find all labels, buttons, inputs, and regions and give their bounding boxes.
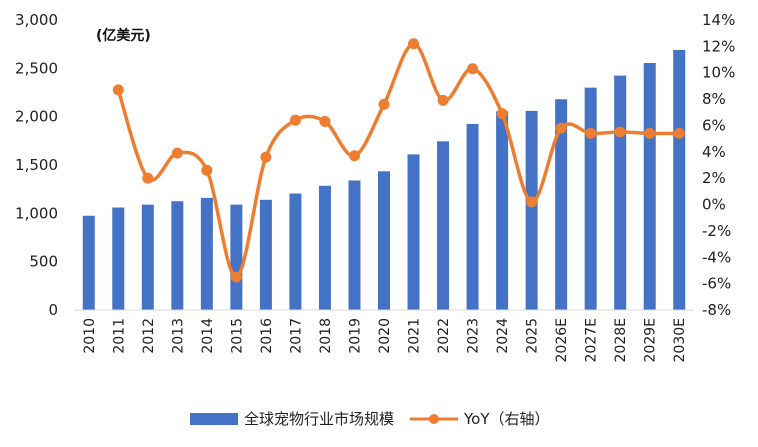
yoy-point — [437, 94, 449, 106]
yoy-point — [496, 108, 508, 120]
unit-label: (亿美元) — [96, 27, 151, 44]
bar — [466, 123, 479, 311]
left-tick-label: 2,500 — [15, 59, 58, 77]
bar — [259, 199, 272, 310]
x-tick-label: 2017 — [288, 318, 304, 354]
x-tick-label: 2025 — [525, 318, 541, 354]
left-tick-label: 0 — [48, 301, 58, 319]
x-tick-label: 2010 — [82, 318, 98, 354]
legend-bar-label: 全球宠物行业市场规模 — [244, 410, 394, 428]
bar — [318, 185, 331, 310]
x-tick-label: 2022 — [436, 318, 452, 354]
bar — [673, 49, 686, 310]
yoy-line — [116, 41, 680, 279]
plot-area — [74, 38, 694, 311]
yoy-point — [201, 164, 213, 176]
bar — [614, 75, 627, 310]
bar — [378, 171, 390, 310]
x-tick-label: 2018 — [318, 318, 334, 354]
x-tick-label: 2014 — [200, 318, 216, 354]
bar — [200, 197, 213, 310]
right-tick-label: -4% — [702, 248, 731, 266]
x-tick-label: 2023 — [466, 318, 482, 354]
yoy-point — [614, 126, 626, 138]
legend-bar-swatch — [190, 413, 238, 425]
yoy-point — [673, 127, 685, 139]
x-tick-label: 2015 — [229, 318, 245, 354]
legend-line-label: YoY（右轴） — [463, 410, 550, 428]
bar — [643, 63, 656, 311]
bar — [112, 207, 125, 310]
legend-line-marker — [429, 414, 439, 424]
bar — [82, 215, 95, 310]
left-tick-label: 1,000 — [15, 204, 58, 222]
x-tick-label: 2020 — [377, 318, 393, 354]
right-tick-label: -2% — [702, 222, 731, 240]
yoy-point — [555, 122, 567, 134]
right-tick-label: 14% — [702, 11, 735, 29]
right-tick-label: 12% — [702, 37, 735, 55]
x-tick-label: 2012 — [141, 318, 157, 354]
bar — [230, 204, 243, 310]
x-axis: 2010 2011 2012 2013 2014 2015 2016 2017 2018 2019… — [82, 318, 688, 363]
bar — [289, 193, 302, 310]
yoy-point — [644, 127, 656, 139]
x-tick-label: 2026E — [554, 318, 570, 362]
right-tick-label: -6% — [702, 275, 731, 293]
bar — [348, 180, 361, 310]
right-tick-label: 2% — [702, 169, 726, 187]
yoy-point — [142, 172, 154, 184]
yoy-point — [348, 150, 360, 162]
yoy-point — [408, 38, 420, 50]
bar — [407, 154, 420, 310]
bar — [141, 204, 154, 310]
bar — [584, 87, 597, 311]
x-tick-label: 2028E — [613, 318, 629, 362]
yoy-point — [289, 114, 301, 126]
x-tick-label: 2021 — [407, 318, 423, 354]
right-tick-label: 4% — [702, 143, 726, 161]
yoy-point — [526, 196, 538, 208]
left-tick-label: 2,000 — [15, 108, 58, 126]
left-tick-label: 500 — [29, 253, 58, 271]
yoy-point — [378, 98, 390, 110]
right-axis: -8% -6% -4% -2% 0% 2% 4% 6% 8% 10% 12% 14% — [702, 11, 735, 319]
yoy-point — [171, 147, 183, 159]
x-tick-label: 2013 — [170, 318, 186, 354]
right-tick-label: 0% — [702, 196, 726, 214]
x-tick-label: 2030E — [672, 318, 688, 362]
left-tick-label: 3,000 — [15, 11, 58, 29]
yoy-point — [260, 151, 272, 163]
bar — [555, 99, 568, 311]
yoy-point — [230, 271, 242, 283]
right-tick-label: 6% — [702, 116, 726, 134]
yoy-point — [467, 63, 479, 75]
x-tick-label: 2011 — [111, 318, 127, 354]
right-tick-label: 8% — [702, 90, 726, 108]
right-tick-label: -8% — [702, 301, 731, 319]
x-tick-label: 2029E — [643, 318, 659, 362]
left-tick-label: 1,500 — [15, 156, 58, 174]
bar — [496, 111, 509, 310]
legend: 全球宠物行业市场规模 YoY（右轴） — [190, 410, 550, 428]
yoy-point — [112, 84, 124, 96]
yoy-point — [319, 116, 331, 127]
right-tick-label: 10% — [702, 64, 735, 82]
left-axis: 0 500 1,000 1,500 2,000 2,500 3,000 — [15, 11, 58, 319]
bar — [525, 110, 538, 310]
x-tick-label: 2024 — [495, 318, 511, 354]
yoy-point — [585, 127, 597, 139]
x-tick-label: 2016 — [259, 318, 275, 354]
x-tick-label: 2027E — [584, 318, 600, 362]
x-tick-label: 2019 — [347, 318, 363, 354]
bar — [171, 201, 184, 310]
bar — [437, 141, 450, 310]
